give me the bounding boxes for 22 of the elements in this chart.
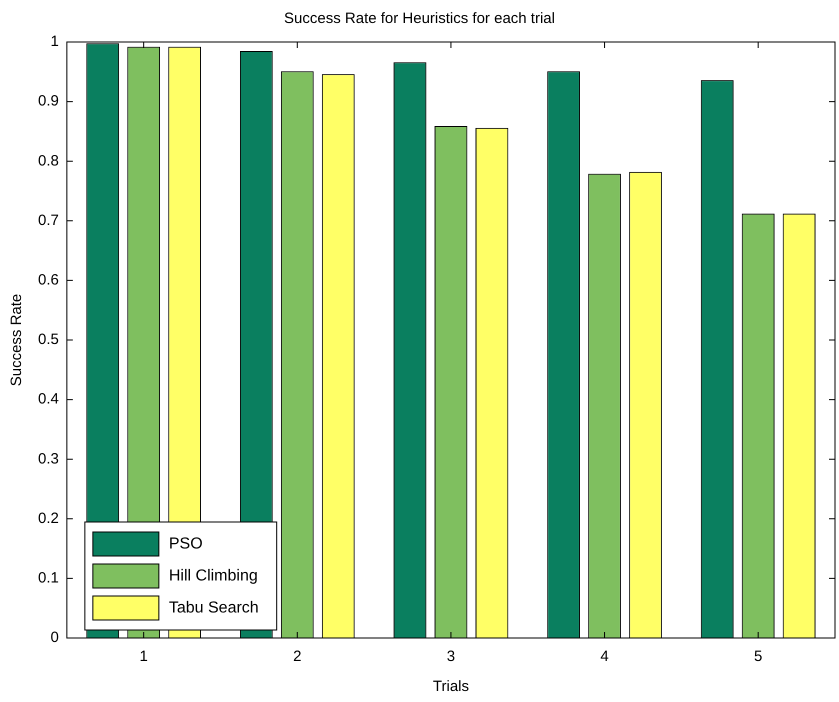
x-tick-label: 2 [293,648,302,666]
legend-label: Tabu Search [168,599,259,616]
y-tick-label: 0.5 [38,331,59,348]
y-tick-label: 0 [50,629,59,646]
legend-label: PSO [168,535,203,552]
x-tick-label: 5 [754,648,762,666]
y-tick-label: 0.3 [38,450,59,468]
x-tick-label: 3 [446,648,456,666]
y-tick-label: 0.8 [38,152,59,170]
y-tick-label: 0.7 [38,212,59,229]
y-tick-label: 1 [50,33,59,50]
y-tick-label: 0.2 [38,510,59,527]
y-axis-title: Success Rate [8,294,26,386]
y-tick-label: 0.4 [38,390,59,408]
x-axis-title: Trials [432,678,469,696]
y-tick-label: 0.1 [38,570,59,587]
x-tick-label: 1 [139,648,148,666]
y-tick-label: 0.9 [38,92,59,110]
y-tick-label: 0.6 [38,272,59,289]
chart-title: Success Rate for Heuristics for each trial [284,10,555,28]
legend-label: Hill Climbing [168,567,258,584]
x-tick-label: 4 [600,648,609,666]
